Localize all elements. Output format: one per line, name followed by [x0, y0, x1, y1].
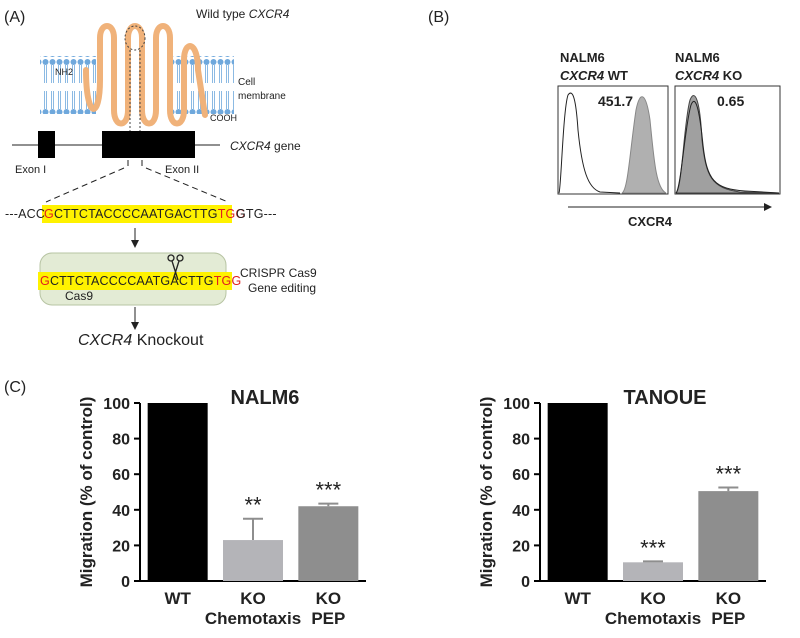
exon-label: Exon I [15, 164, 46, 176]
gene-name: CXCR4 [560, 68, 605, 83]
chart-title: TANOUE [624, 387, 707, 409]
chart-title: NALM6 [231, 387, 300, 409]
genotype-label: CXCR4 WT [560, 68, 628, 83]
panel-label: (A) [4, 9, 25, 26]
significance: *** [640, 535, 666, 560]
error-bar [318, 502, 339, 507]
histogram-outline [675, 100, 780, 194]
cell-label: NALM6 [560, 50, 605, 65]
sequence: GCTTCTACCCCAATGACTTGTGG [40, 274, 241, 288]
gene-name: CXCR4 [78, 332, 132, 349]
sequence: GCTTCTACCCCAATGACTTGTGG [44, 207, 245, 221]
significance: *** [715, 462, 741, 487]
genotype: KO [723, 68, 743, 83]
mfi-value: 0.65 [717, 93, 744, 109]
y-tick-label: 0 [521, 574, 530, 591]
pam: TGG [214, 274, 242, 288]
x-tick-label: PEP [311, 609, 345, 628]
histogram-filled [621, 96, 667, 194]
x-tick-label: KO [640, 589, 666, 608]
base: G [40, 274, 50, 288]
flank: ---ACC [5, 207, 45, 221]
y-tick-label: 40 [112, 503, 130, 520]
zoom-line [145, 167, 229, 203]
x-tick-label: Chemotaxis [205, 609, 301, 628]
y-tick-label: 20 [512, 538, 530, 555]
zoom-line [45, 167, 125, 203]
panel-label: (C) [4, 379, 26, 396]
n-terminus: NH2 [55, 67, 73, 77]
gene-label: CXCR4 gene [230, 139, 301, 153]
gene-name: CXCR4 [675, 68, 720, 83]
membrane-label: Cell [238, 77, 255, 88]
y-tick-label: 100 [103, 396, 130, 413]
histogram-outline [558, 92, 621, 194]
cas9-label: Cas9 [65, 289, 93, 303]
x-tick-label: WT [564, 589, 591, 608]
membrane-label: membrane [238, 91, 286, 102]
x-tick-label: KO [316, 589, 342, 608]
y-tick-label: 80 [512, 432, 530, 449]
exon [38, 131, 55, 158]
exon [102, 131, 195, 158]
significance: *** [315, 478, 341, 503]
bar [147, 403, 208, 581]
bar [223, 540, 283, 581]
genotype: WT [608, 68, 628, 83]
y-tick-label: 60 [512, 467, 530, 484]
y-tick-label: 100 [503, 396, 530, 413]
bar [298, 506, 359, 581]
error-bar [643, 560, 663, 563]
protein-label: Wild type CXCR4 [196, 7, 290, 21]
bar [698, 491, 759, 581]
mfi-value: 451.7 [598, 93, 633, 109]
y-tick-label: 20 [112, 538, 130, 555]
bracket [127, 160, 143, 166]
bar [623, 562, 683, 581]
axis-label: CXCR4 [628, 214, 673, 229]
flank: GTG--- [236, 207, 277, 221]
text: Knockout [137, 332, 204, 349]
error-bar [243, 517, 263, 541]
editing-label: CRISPR Cas9 [240, 266, 317, 280]
y-axis-label: Migration (% of control) [77, 397, 96, 588]
editing-label: Gene editing [248, 281, 316, 295]
x-tick-label: PEP [711, 609, 745, 628]
highlight-loop [124, 25, 146, 51]
cell-label: NALM6 [675, 50, 720, 65]
y-tick-label: 60 [112, 467, 130, 484]
x-tick-label: WT [164, 589, 191, 608]
x-tick-label: KO [240, 589, 266, 608]
result-label: CXCR4 Knockout [78, 332, 204, 349]
exon-label: Exon II [165, 164, 199, 176]
receptor [83, 23, 208, 127]
significance: ** [244, 493, 262, 518]
bases: CTTCTACCCCAATGACTTG [50, 274, 214, 288]
highlight [42, 205, 232, 223]
bases: CTTCTACCCCAATGACTTG [54, 207, 218, 221]
x-tick-label: KO [716, 589, 742, 608]
y-tick-label: 40 [512, 503, 530, 520]
scissors-icon [167, 254, 184, 281]
text: gene [274, 139, 301, 153]
highlight [38, 272, 232, 290]
gene-name: CXCR4 [230, 139, 271, 153]
c-terminus: COOH [210, 113, 237, 123]
genotype-label: CXCR4 KO [675, 68, 742, 83]
panel-label: (B) [428, 9, 449, 26]
bar [547, 403, 608, 581]
pam: TGG [218, 207, 246, 221]
y-tick-label: 80 [112, 432, 130, 449]
gene-name: CXCR4 [249, 7, 290, 21]
error-bar [718, 486, 739, 492]
y-tick-label: 0 [121, 574, 130, 591]
text: Wild type [196, 7, 246, 21]
y-axis-label: Migration (% of control) [477, 397, 496, 588]
base: G [44, 207, 54, 221]
x-tick-label: Chemotaxis [605, 609, 701, 628]
